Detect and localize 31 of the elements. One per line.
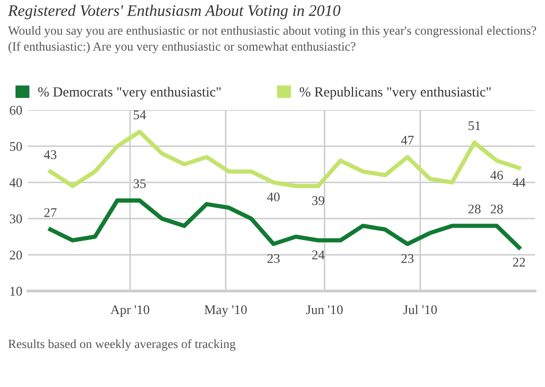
data-label: 23 — [401, 254, 414, 263]
legend-label: % Republicans "very enthusiastic" — [300, 86, 491, 100]
data-label: 35 — [134, 179, 146, 188]
chart-subtitle: Would you say you are enthusiastic or not enthusiastic about voting in this year's congressional elections? (If enthusiastic:) Are you very enthusiastic or somewhat enthusiastic? — [8, 26, 536, 54]
y-tick-label: 50 — [10, 142, 22, 151]
y-tick-label: 40 — [10, 178, 22, 188]
data-label: 23 — [268, 254, 280, 263]
y-tick-label: 10 — [10, 286, 22, 296]
data-label: 43 — [44, 150, 56, 160]
y-tick-label: 60 — [10, 106, 22, 115]
data-label: 46 — [490, 170, 503, 180]
data-label: 24 — [312, 250, 325, 260]
data-label: 51 — [468, 121, 480, 130]
chart-title: Registered Voters' Enthusiasm About Voting in 2010 — [8, 4, 340, 20]
data-label: 54 — [134, 110, 146, 120]
x-tick-label: Jul '10 — [403, 304, 437, 314]
data-label: 40 — [267, 192, 280, 202]
data-label: 47 — [401, 136, 414, 145]
text: Results based on weekly averages of tracking — [8, 339, 236, 351]
data-label: 28 — [468, 204, 481, 214]
x-tick-label: May '10 — [204, 305, 247, 317]
y-tick-label: 20 — [10, 250, 22, 260]
data-label: 39 — [312, 196, 324, 206]
data-label: 22 — [513, 258, 525, 266]
x-tick-label: Apr '10 — [110, 305, 150, 317]
x-tick-label: Jun '10 — [306, 305, 343, 314]
legend-label: % Democrats "very enthusiastic" — [38, 86, 221, 100]
data-label: 44 — [512, 178, 526, 187]
y-tick-label: 30 — [10, 214, 22, 224]
data-label: 28 — [490, 204, 503, 214]
data-label: 27 — [44, 208, 57, 217]
